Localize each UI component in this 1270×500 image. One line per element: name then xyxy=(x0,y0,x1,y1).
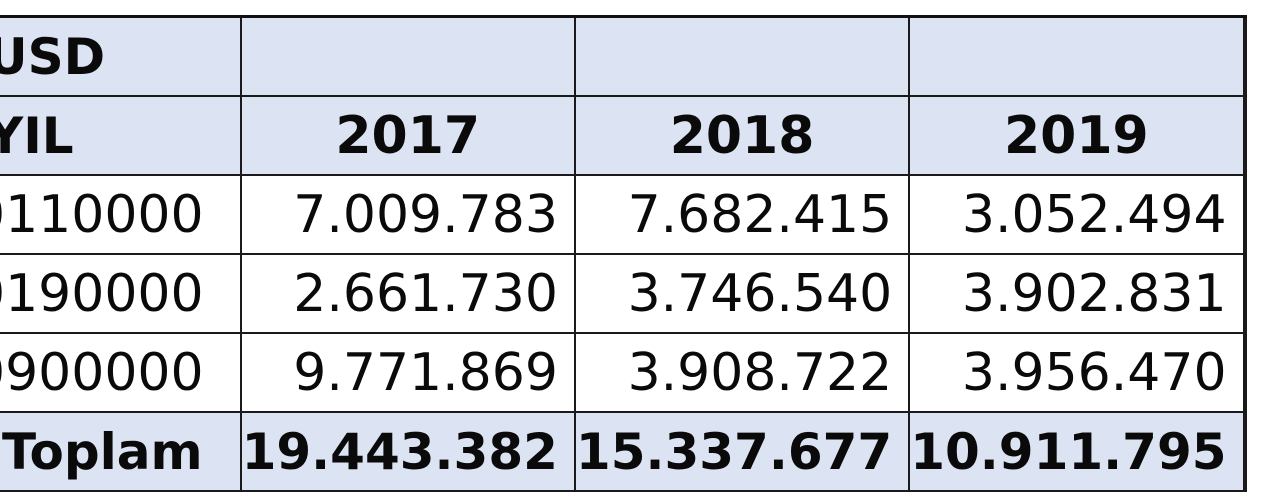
total-label: Toplam xyxy=(0,411,242,492)
total-cell: 10.911.795 xyxy=(908,411,1245,492)
table-row: 0190000 2.661.730 3.746.540 3.902.831 xyxy=(0,253,1247,334)
table-row: 0900000 9.771.869 3.908.722 3.956.470 xyxy=(0,332,1247,413)
header-cell xyxy=(908,15,1245,97)
value-cell: 3.746.540 xyxy=(573,253,911,334)
empty-cell xyxy=(1242,332,1247,413)
row-code: 0110000 xyxy=(0,174,242,255)
value-cell: 9.771.869 xyxy=(239,332,576,413)
year-label: YIL xyxy=(0,95,242,176)
value-cell: 2.661.730 xyxy=(239,253,576,334)
value-cell: 7.009.783 xyxy=(239,174,576,255)
total-cell: 19.443.382 xyxy=(239,411,576,492)
header-cell xyxy=(1242,95,1247,176)
row-code: 0900000 xyxy=(0,332,242,413)
currency-header-row: USD xyxy=(0,15,1247,97)
table-row: 0110000 7.009.783 7.682.415 3.052.494 xyxy=(0,174,1247,255)
total-cell xyxy=(1242,411,1247,492)
value-cell: 3.956.470 xyxy=(908,332,1245,413)
value-cell: 3.908.722 xyxy=(573,332,911,413)
year-header: 2017 xyxy=(239,95,576,176)
value-cell: 3.052.494 xyxy=(908,174,1245,255)
currency-label: USD xyxy=(0,15,242,97)
value-cell: 3.902.831 xyxy=(908,253,1245,334)
header-cell xyxy=(573,15,911,97)
header-cell xyxy=(239,15,576,97)
empty-cell xyxy=(1242,174,1247,255)
data-table: USD YIL 2017 2018 2019 0110000 7.009.783… xyxy=(0,15,1247,492)
value-cell: 7.682.415 xyxy=(573,174,911,255)
year-header-row: YIL 2017 2018 2019 xyxy=(0,95,1247,176)
year-header: 2019 xyxy=(908,95,1245,176)
total-row: Toplam 19.443.382 15.337.677 10.911.795 xyxy=(0,411,1247,492)
total-cell: 15.337.677 xyxy=(573,411,911,492)
header-cell xyxy=(1242,15,1247,97)
year-header: 2018 xyxy=(573,95,911,176)
row-code: 0190000 xyxy=(0,253,242,334)
empty-cell xyxy=(1242,253,1247,334)
